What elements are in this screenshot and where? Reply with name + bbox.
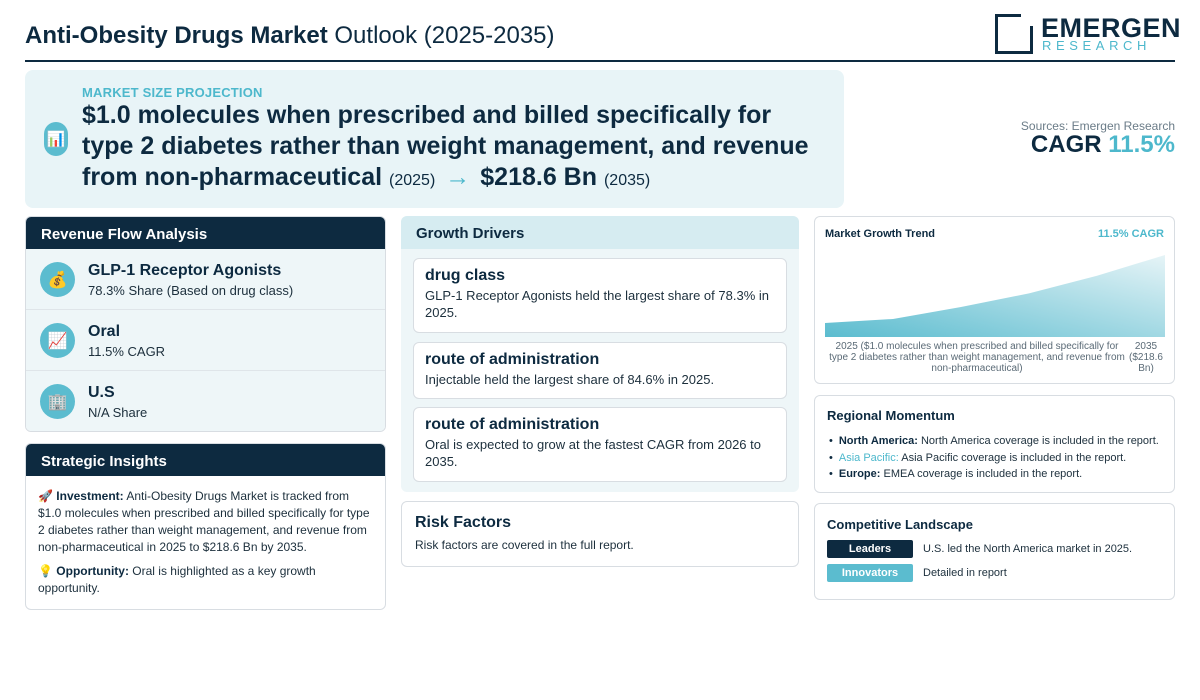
revenue-item-region[interactable]: 🏢 U.S N/A Share [26, 371, 385, 431]
revenue-item-title: GLP-1 Receptor Agonists [88, 262, 282, 279]
region-text: Asia Pacific coverage is included in the… [898, 451, 1127, 464]
revenue-item-sub: 11.5% CAGR [88, 344, 166, 359]
emergen-logo[interactable]: EMERGEN RESEARCH [995, 14, 1181, 56]
hero-end-value: $218.6 Bn [480, 163, 598, 191]
regional-list: North America: North America coverage is… [829, 433, 1159, 483]
growth-drivers-panel: Growth Drivers drug class GLP-1 Receptor… [401, 216, 799, 492]
hero-projection: $1.0 molecules when prescribed and bille… [82, 100, 822, 196]
cagr-summary: CAGR 11.5% [1031, 131, 1175, 159]
lightbulb-icon: 💡 [38, 564, 53, 578]
logo-sub-text: RESEARCH [1042, 38, 1152, 53]
risk-factors-panel: Risk Factors Risk factors are covered in… [401, 501, 799, 567]
revenue-item-title: U.S [88, 384, 115, 401]
trend-title: Market Growth Trend [825, 228, 936, 240]
page-title-bold: Anti-Obesity Drugs Market [25, 22, 328, 49]
hero-label: MARKET SIZE PROJECTION [82, 85, 263, 100]
building-icon: 🏢 [40, 384, 75, 419]
page-title-rest: Outlook (2025-2035) [327, 22, 555, 49]
strategic-insights-body: 🚀 Investment: Anti-Obesity Drugs Market … [26, 476, 385, 597]
sources-text: Sources: Emergen Research [1020, 119, 1175, 133]
revenue-item-sub: N/A Share [88, 405, 148, 420]
driver-title: route of administration [425, 351, 600, 368]
regional-momentum-panel: Regional Momentum North America: North A… [814, 395, 1175, 493]
logo-mark-icon [995, 14, 1033, 54]
driver-title: drug class [425, 267, 506, 284]
region-item-europe: Europe: EMEA coverage is included in the… [829, 466, 1159, 483]
driver-title: route of administration [425, 416, 600, 433]
strategic-insights-title: Strategic Insights [26, 444, 385, 476]
cagr-label: CAGR [1030, 131, 1102, 158]
region-item-asia-pacific: Asia Pacific: Asia Pacific coverage is i… [829, 450, 1159, 467]
risk-factors-title: Risk Factors [415, 514, 512, 531]
driver-text: GLP-1 Receptor Agonists held the largest… [425, 288, 769, 320]
revenue-item-drug-class[interactable]: 💰 GLP-1 Receptor Agonists 78.3% Share (B… [26, 249, 385, 310]
region-name: North America: [838, 435, 918, 447]
driver-text: Oral is expected to grow at the fastest … [425, 437, 761, 469]
investment-label: Investment: [56, 489, 124, 503]
market-size-hero: 📊 MARKET SIZE PROJECTION $1.0 molecules … [25, 70, 844, 208]
market-growth-trend-panel: Market Growth Trend 11.5% CAGR 2025 ($1.… [814, 216, 1175, 384]
bar-chart-icon: 📊 [44, 122, 68, 156]
cagr-value: 11.5% [1108, 131, 1175, 158]
competitive-title: Competitive Landscape [827, 517, 973, 532]
region-item-north-america: North America: North America coverage is… [829, 433, 1159, 450]
revenue-flow-title: Revenue Flow Analysis [26, 217, 385, 249]
logo-main-text: EMERGEN [1041, 13, 1182, 43]
rocket-icon: 🚀 [38, 489, 53, 503]
leaders-text: U.S. led the North America market in 202… [923, 543, 1133, 555]
driver-text: Injectable held the largest share of 84.… [425, 372, 715, 387]
hero-start-year: (2025) [389, 172, 436, 189]
leaders-badge: Leaders [827, 540, 913, 558]
trend-x-left-label: 2025 ($1.0 molecules when prescribed and… [829, 341, 1125, 374]
region-text: EMEA coverage is included in the report. [880, 468, 1083, 480]
arrow-right-icon: → [445, 163, 471, 191]
money-bag-icon: 💰 [40, 262, 75, 297]
growth-area [825, 255, 1165, 337]
strategic-insights-panel: Strategic Insights 🚀 Investment: Anti-Ob… [25, 443, 386, 610]
revenue-item-title: Oral [88, 323, 121, 340]
region-text: North America coverage is included in th… [917, 435, 1159, 447]
region-name: Europe: [838, 468, 881, 480]
page-title: Anti-Obesity Drugs Market Outlook (2025-… [25, 22, 555, 50]
growth-area-chart [825, 255, 1165, 337]
driver-card[interactable]: route of administration Oral is expected… [413, 407, 787, 482]
driver-card[interactable]: drug class GLP-1 Receptor Agonists held … [413, 258, 787, 333]
trend-chart-icon: 📈 [40, 323, 75, 358]
page-header: Anti-Obesity Drugs Market Outlook (2025-… [25, 12, 1181, 62]
growth-drivers-title: Growth Drivers [401, 216, 799, 249]
revenue-flow-panel: Revenue Flow Analysis 💰 GLP-1 Receptor A… [25, 216, 386, 432]
opportunity-insight: 💡 Opportunity: Oral is highlighted as a … [38, 563, 373, 597]
innovators-badge: Innovators [827, 564, 913, 582]
driver-card[interactable]: route of administration Injectable held … [413, 342, 787, 399]
innovators-text: Detailed in report [923, 567, 1007, 579]
opportunity-text: Oral is highlighted as a key growth oppo… [38, 564, 316, 595]
investment-text: Anti-Obesity Drugs Market is tracked fro… [38, 489, 370, 554]
investment-insight: 🚀 Investment: Anti-Obesity Drugs Market … [38, 488, 373, 556]
risk-factors-text: Risk factors are covered in the full rep… [415, 538, 634, 552]
revenue-item-sub: 78.3% Share (Based on drug class) [88, 283, 294, 298]
trend-x-right-label: 2035 ($218.6 Bn) [1129, 341, 1163, 374]
revenue-item-route[interactable]: 📈 Oral 11.5% CAGR [26, 310, 385, 371]
trend-cagr: 11.5% CAGR [1097, 228, 1164, 240]
competitive-landscape-panel: Competitive Landscape Leaders U.S. led t… [814, 503, 1175, 600]
regional-title: Regional Momentum [827, 408, 955, 423]
opportunity-label: Opportunity: [56, 564, 129, 578]
hero-start-value: $1.0 molecules when prescribed and bille… [82, 101, 809, 191]
region-name: Asia Pacific: [838, 451, 899, 464]
hero-end-year: (2035) [603, 172, 651, 189]
